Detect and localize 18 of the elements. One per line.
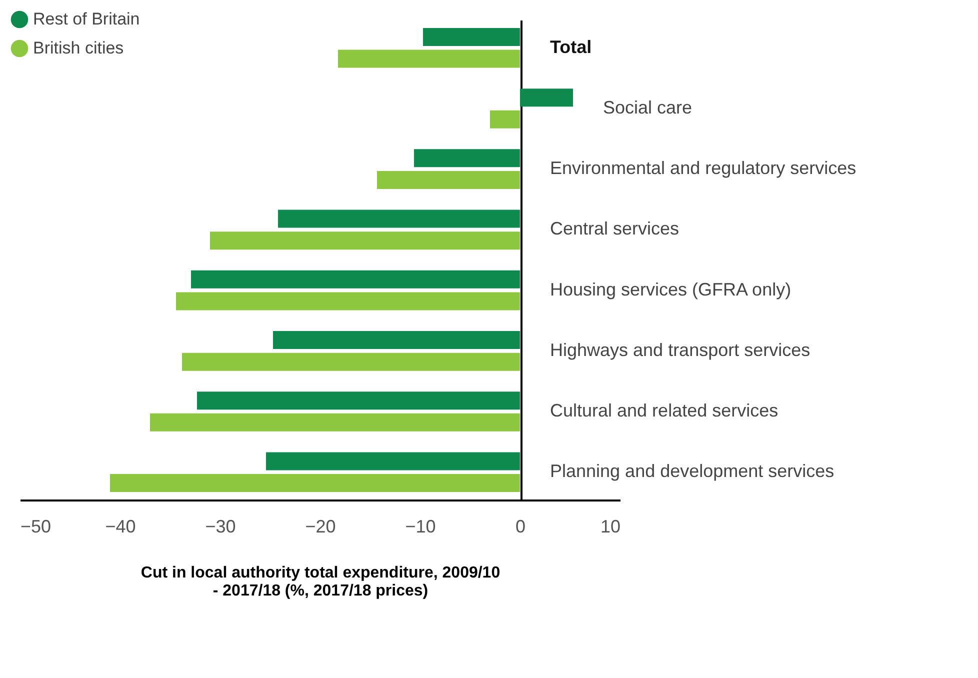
y-tick-label: Housing services (GFRA only) [550, 279, 792, 300]
legend-label: British cities [33, 38, 124, 58]
y-tick-label: Planning and development services [550, 461, 834, 482]
y-tick-label: Central services [550, 218, 680, 239]
x-axis-title: Cut in local authority total expenditure, 2009/10 - 2017/18 (%, 2017/18 prices) [140, 564, 500, 600]
x-tick-label: 10 [600, 516, 620, 536]
x-tick-label: 0 [515, 516, 526, 536]
y-tick-label: Social care [603, 97, 692, 118]
y-tick-label: Total [550, 36, 592, 57]
x-tick-label: −50 [20, 516, 52, 536]
y-tick-label: Highways and transport services [550, 340, 810, 360]
x-tick-label: −10 [405, 516, 436, 536]
x-tick-label: −40 [105, 516, 136, 536]
y-tick-label: Cultural and related services [550, 400, 778, 421]
x-tick-label: −20 [305, 516, 336, 536]
x-tick-label: −30 [205, 516, 236, 536]
y-tick-label: Environmental and regulatory services [550, 158, 856, 178]
legend-label: Rest of Britain [33, 10, 140, 28]
